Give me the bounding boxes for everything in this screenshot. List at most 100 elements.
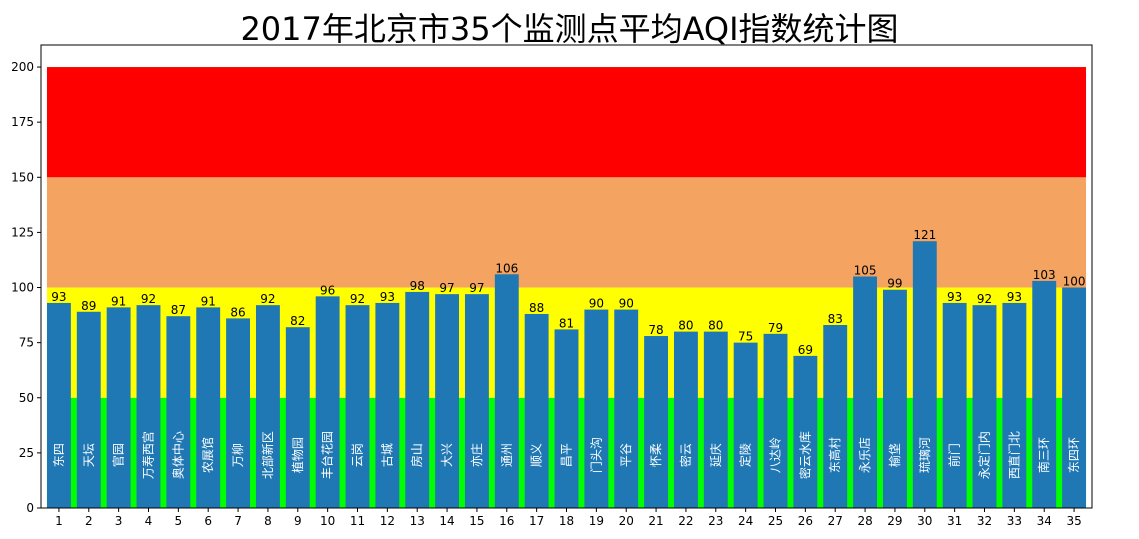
y-tick-label: 75 bbox=[19, 336, 34, 350]
data-label-34: 103 bbox=[1033, 268, 1056, 282]
category-label-19: 门头沟 bbox=[588, 437, 603, 473]
bar-18 bbox=[554, 329, 579, 508]
category-label-17: 顺义 bbox=[530, 443, 544, 467]
category-label-10: 丰台花园 bbox=[320, 431, 335, 479]
bar-29 bbox=[882, 289, 907, 508]
x-tick-label: 15 bbox=[469, 514, 484, 528]
category-label-29: 榆垡 bbox=[887, 443, 902, 467]
x-tick-label: 1 bbox=[55, 514, 63, 528]
bar-24 bbox=[733, 342, 758, 508]
y-tick-label: 125 bbox=[11, 225, 34, 239]
data-label-23: 80 bbox=[708, 319, 723, 333]
bar-22 bbox=[673, 331, 698, 508]
chart-title: 2017年北京市35个监测点平均AQI指数统计图 bbox=[240, 10, 899, 48]
category-label-13: 房山 bbox=[409, 443, 424, 467]
category-label-1: 东四 bbox=[52, 443, 66, 467]
bar-27 bbox=[823, 325, 848, 508]
x-axis: 1 2 3 4 5 6 7 8 9 10 11 12 13 14 15 16 17 18 19 20 21 22 23 24 2… bbox=[55, 508, 1082, 528]
category-label-7: 万柳 bbox=[231, 443, 245, 467]
category-label-25: 八达岭 bbox=[769, 437, 783, 473]
data-label-7: 86 bbox=[230, 305, 245, 319]
x-tick-label: 12 bbox=[380, 514, 395, 528]
x-tick-label: 34 bbox=[1037, 514, 1052, 528]
x-tick-label: 26 bbox=[798, 514, 813, 528]
bar-30 bbox=[912, 241, 937, 508]
y-tick-label: 0 bbox=[26, 501, 34, 515]
data-label-10: 96 bbox=[320, 283, 335, 297]
y-tick-label: 100 bbox=[11, 281, 34, 295]
x-tick-label: 16 bbox=[499, 514, 514, 528]
category-label-9: 植物园 bbox=[290, 437, 305, 473]
category-label-30: 琉璃河 bbox=[918, 437, 932, 473]
bar-21 bbox=[644, 336, 669, 508]
category-label-31: 前门 bbox=[947, 443, 962, 467]
x-tick-label: 28 bbox=[857, 514, 872, 528]
data-label-30: 121 bbox=[913, 228, 936, 242]
data-label-9: 82 bbox=[290, 314, 305, 328]
bar-31 bbox=[942, 302, 967, 508]
x-tick-label: 32 bbox=[977, 514, 992, 528]
category-label-15: 亦庄 bbox=[469, 443, 484, 467]
data-label-1: 93 bbox=[51, 290, 66, 304]
x-tick-label: 5 bbox=[175, 514, 183, 528]
data-label-4: 92 bbox=[141, 292, 156, 306]
category-label-11: 云岗 bbox=[350, 443, 364, 467]
x-tick-label: 2 bbox=[85, 514, 93, 528]
data-label-12: 93 bbox=[380, 290, 395, 304]
y-axis: 0 25 50 75 100 125 150 175 200 bbox=[11, 60, 41, 515]
data-label-13: 98 bbox=[410, 279, 425, 293]
data-label-6: 91 bbox=[201, 294, 216, 308]
x-tick-label: 3 bbox=[115, 514, 123, 528]
bar-20 bbox=[614, 309, 639, 508]
data-label-32: 92 bbox=[977, 292, 992, 306]
bar-7 bbox=[226, 318, 251, 508]
category-label-27: 东高村 bbox=[827, 437, 842, 473]
data-label-25: 79 bbox=[768, 321, 783, 335]
category-label-18: 昌平 bbox=[560, 443, 574, 467]
category-label-3: 官园 bbox=[111, 443, 126, 467]
x-tick-label: 35 bbox=[1066, 514, 1081, 528]
aqi-band-2 bbox=[46, 177, 1087, 288]
bar-25 bbox=[763, 333, 788, 508]
bar-6 bbox=[196, 307, 221, 508]
bar-3 bbox=[106, 307, 131, 508]
bar-26 bbox=[793, 355, 818, 508]
data-label-8: 92 bbox=[260, 292, 275, 306]
bar-33 bbox=[1002, 302, 1027, 508]
data-label-15: 97 bbox=[469, 281, 484, 295]
x-tick-label: 13 bbox=[410, 514, 425, 528]
y-tick-label: 150 bbox=[11, 170, 34, 184]
bar-32 bbox=[972, 305, 997, 508]
bar-4 bbox=[136, 305, 161, 508]
category-label-16: 通州 bbox=[500, 443, 514, 467]
category-label-23: 延庆 bbox=[709, 443, 723, 467]
x-tick-label: 6 bbox=[204, 514, 212, 528]
category-label-26: 密云水库 bbox=[797, 431, 812, 479]
data-label-18: 81 bbox=[559, 316, 574, 330]
category-label-28: 永乐店 bbox=[858, 437, 872, 473]
bar-14 bbox=[435, 294, 460, 508]
bar-8 bbox=[255, 305, 280, 508]
x-tick-label: 19 bbox=[589, 514, 604, 528]
data-label-17: 88 bbox=[529, 301, 544, 315]
x-tick-label: 4 bbox=[145, 514, 153, 528]
category-label-33: 西直门北 bbox=[1006, 431, 1021, 479]
x-tick-label: 7 bbox=[234, 514, 242, 528]
data-label-24: 75 bbox=[738, 330, 753, 344]
category-label-5: 奥体中心 bbox=[170, 431, 185, 479]
data-label-33: 93 bbox=[1007, 290, 1022, 304]
x-tick-label: 9 bbox=[294, 514, 302, 528]
x-tick-label: 11 bbox=[350, 514, 365, 528]
bar-16 bbox=[494, 274, 519, 508]
y-tick-label: 200 bbox=[11, 60, 34, 74]
y-tick-label: 175 bbox=[11, 115, 34, 129]
bar-12 bbox=[375, 302, 400, 508]
x-tick-label: 29 bbox=[887, 514, 902, 528]
category-label-12: 古城 bbox=[379, 443, 394, 467]
category-label-32: 永定门内 bbox=[977, 431, 992, 479]
bar-13 bbox=[405, 291, 430, 508]
bar-1 bbox=[46, 302, 71, 508]
category-label-24: 定陵 bbox=[738, 443, 753, 467]
y-tick-label: 25 bbox=[19, 446, 34, 460]
